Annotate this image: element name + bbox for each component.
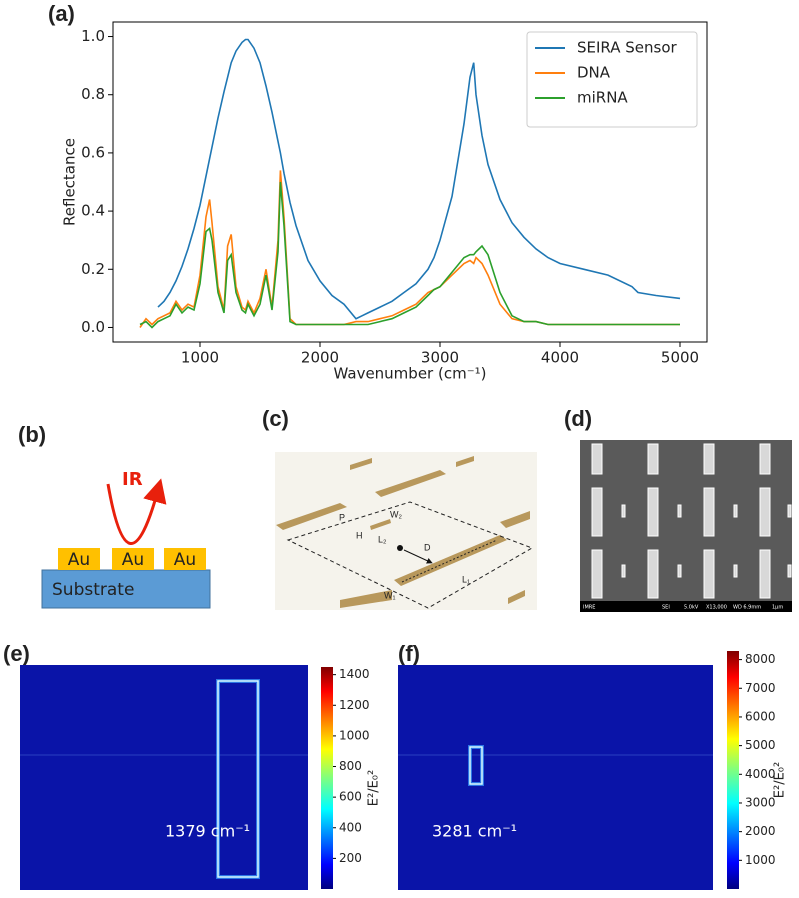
render-bg	[275, 452, 537, 610]
dim-label: L₂	[378, 534, 387, 544]
sem-bars	[591, 443, 792, 599]
panel-b: (b) IR Substrate Au Au Au	[18, 422, 211, 609]
panel-d: (d) IMRE SEI 5.0kV X13,000 WD 6.9mm 1μm	[564, 406, 792, 612]
legend-box	[526, 31, 698, 128]
colorbar	[727, 651, 739, 889]
footer-text: 1μm	[772, 605, 783, 611]
substrate	[41, 569, 211, 609]
colorbar-tick-label: 1000	[339, 728, 370, 742]
center-dot	[397, 545, 403, 551]
panel-label: (b)	[18, 422, 46, 447]
panel-label: (d)	[564, 406, 592, 431]
field-map	[398, 665, 713, 890]
panel-label: (f)	[398, 641, 420, 666]
substrate-label: Substrate	[52, 580, 134, 600]
colorbar-label: E²/E₀²	[773, 762, 788, 798]
au-pad	[164, 548, 206, 570]
colorbar-tick-label: 1200	[339, 698, 370, 712]
dim-label: P	[339, 512, 345, 522]
colorbar	[321, 667, 333, 889]
colorbar-label: E²/E₀²	[367, 770, 382, 806]
y-tick-label: 0.2	[81, 260, 105, 278]
au-label: Au	[174, 550, 196, 570]
footer-text: SEI	[662, 605, 670, 611]
sem-footer-text: IMRE SEI 5.0kV X13,000 WD 6.9mm 1μm	[583, 605, 783, 611]
beam-label: IR	[122, 469, 143, 490]
dim-label: W₂	[390, 509, 402, 519]
colorbar-tick-label: 5000	[745, 738, 776, 752]
colorbar-tick-label: 1400	[339, 667, 370, 681]
panel-label: (a)	[48, 1, 75, 26]
au-pad	[58, 548, 100, 570]
sem-footer	[580, 601, 792, 612]
y-tick-label: 0.6	[81, 143, 105, 161]
dim-label: L₁	[462, 574, 470, 584]
dim-label: W₁	[384, 590, 396, 600]
dim-label: D	[424, 542, 431, 552]
colorbar-tick-label: 7000	[745, 681, 776, 695]
colorbar-tick-label: 800	[339, 759, 362, 773]
au-label: Au	[68, 550, 90, 570]
y-tick-label: 0.0	[81, 318, 105, 336]
colorbar-tick-label: 8000	[745, 652, 776, 666]
colorbar-tick-label: 4000	[745, 767, 776, 781]
au-label: Au	[122, 550, 144, 570]
x-axis-label: Wavenumber (cm⁻¹)	[334, 365, 487, 383]
unit-cell	[286, 501, 534, 609]
colorbar-tick-label: 2000	[745, 824, 776, 838]
footer-text: IMRE	[583, 605, 595, 611]
x-tick-label: 3000	[421, 349, 459, 367]
x-tick-label: 1000	[181, 349, 219, 367]
y-tick-label: 0.4	[81, 202, 105, 220]
y-tick-label: 0.8	[81, 85, 105, 103]
legend-label: DNA	[577, 64, 611, 82]
y-axis-label: Reflectance	[61, 138, 79, 226]
hotspot	[217, 680, 259, 878]
colorbar-tick-label: 6000	[745, 709, 776, 723]
legend-label: miRNA	[577, 89, 628, 107]
panel-label: (e)	[3, 641, 30, 666]
colorbar-tick-label: 400	[339, 820, 362, 834]
plot-frame	[112, 21, 708, 343]
annotation: 3281 cm⁻¹	[432, 822, 517, 841]
hotspot	[469, 746, 483, 785]
annotation: 1379 cm⁻¹	[165, 822, 250, 841]
y-tick-label: 1.0	[81, 27, 105, 45]
x-tick-label: 5000	[661, 349, 699, 367]
panel-label: (c)	[262, 406, 289, 431]
dim-label: H	[356, 530, 363, 540]
series-line	[157, 38, 681, 320]
footer-text: 5.0kV	[684, 605, 699, 611]
x-tick-label: 2000	[301, 349, 339, 367]
au-pad	[112, 548, 154, 570]
colorbar-tick-label: 600	[339, 790, 362, 804]
d-arrow	[403, 549, 433, 564]
axis-line	[401, 539, 498, 583]
legend-label: SEIRA Sensor	[577, 39, 678, 57]
sem-image	[580, 440, 792, 612]
colorbar-tick-label: 200	[339, 851, 362, 865]
footer-text: X13,000	[706, 605, 727, 611]
panel-c: (c) P W₂ H L₂ D L₁ W₁	[262, 406, 537, 610]
colorbar-tick-label: 1000	[745, 853, 776, 867]
x-tick-label: 4000	[541, 349, 579, 367]
colorbar-tick-label: 3000	[745, 795, 776, 809]
ir-beam	[106, 478, 167, 545]
field-map	[20, 665, 308, 890]
footer-text: WD 6.9mm	[733, 605, 761, 611]
series-line	[139, 181, 680, 329]
